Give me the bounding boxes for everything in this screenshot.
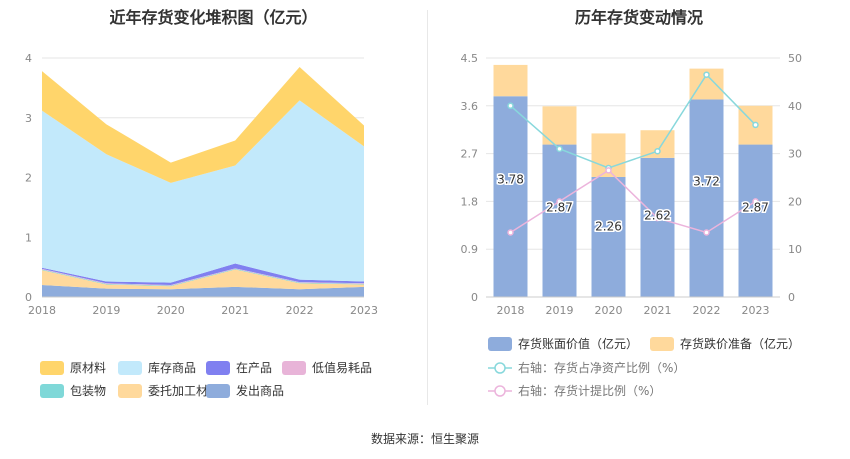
line-point [703,229,710,236]
x-tick-label: 2022 [693,304,721,317]
bar-value-label: 2.26 [595,219,622,233]
line-point [654,147,661,155]
bar-book-value [542,144,577,297]
panel-divider [427,10,428,405]
left-y-tick-label: 0.9 [461,243,479,256]
area-库存商品 [42,100,364,283]
bar-book-value [738,144,773,297]
area-委托加工材料 [42,269,364,290]
x-tick-label: 2019 [546,304,574,317]
legend-label: 存货跌价准备（亿元） [680,336,800,351]
x-tick-label: 2021 [644,304,672,317]
data-source: 数据来源：恒生聚源 [370,432,479,446]
left-chart-title: 近年存货变化堆积图（亿元） [109,8,318,27]
legend-swatch [40,361,64,375]
line-point [556,198,563,205]
left-y-tick-label: 4.5 [461,52,479,65]
legend-label: 低值易耗品 [312,360,372,375]
area-原材料 [42,66,364,183]
x-tick-label: 2018 [28,304,56,317]
legend-swatch [118,384,142,398]
right-y-tick-label: 30 [788,148,802,161]
legend-swatch [282,361,306,375]
legend-label: 库存商品 [148,360,196,375]
bar-book-value [591,176,626,297]
line-point [507,102,514,110]
bar-value-label: 3.78 [497,173,524,187]
x-tick-label: 2020 [157,304,185,317]
x-tick-label: 2020 [595,304,623,317]
legend-swatch [488,337,512,351]
legend-label: 存货账面价值（亿元） [518,336,638,351]
left-y-tick-label: 2.7 [461,148,479,161]
line-provision-ratio [510,169,756,234]
legend-marker [494,385,506,397]
left-y-tick-label: 3.6 [461,100,479,113]
x-tick-label: 2019 [92,304,120,317]
legend-label: 右轴：存货占净资产比例（%） [518,360,685,375]
area-在产品 [42,263,364,286]
y-tick-label: 2 [25,172,32,185]
stacked-area-chart: 0 1 2 3 4 2018 2019 2020 2021 2022 2023 原材料 库存商品 在产品 低… [25,52,378,398]
bar-value-label: 3.72 [693,174,720,188]
y-tick-label: 4 [25,52,32,65]
y-tick-label: 3 [25,112,32,125]
legend-swatch [206,384,230,398]
line-point [703,71,710,78]
y-tick-label: 1 [25,231,32,244]
line-point [556,145,563,153]
line-point [752,121,759,129]
line-point [605,167,612,174]
legend-label: 原材料 [70,361,106,375]
inventory-bar-chart-panel: 历年存货变动情况 0 0.9 1.8 2.7 3.6 4.5 0 10 20 30 40 50 2018… [428,0,850,420]
x-tick-label: 2021 [221,304,249,317]
legend-label: 委托加工材料 [148,384,220,398]
bar-book-value [689,99,724,297]
legend-swatch [40,384,64,398]
x-tick-label: 2018 [497,304,525,317]
line-point [752,198,759,205]
left-y-tick-label: 1.8 [461,195,479,208]
legend-label: 包装物 [70,384,106,398]
bar-book-value [493,96,528,298]
bar-book-value [640,157,675,297]
area-包装物 [42,268,364,287]
right-y-tick-label: 40 [788,100,802,113]
legend-marker [494,362,506,374]
legend-label: 发出商品 [236,383,284,398]
right-y-tick-label: 0 [788,291,795,304]
x-tick-label: 2023 [350,304,378,317]
right-y-tick-label: 20 [788,195,802,208]
line-inventory-to-net-assets [510,73,757,169]
area-发出商品 [42,285,364,297]
legend-label: 右轴：存货计提比例（%） [518,383,661,398]
bar-impairment [493,64,528,97]
y-tick-label: 0 [25,291,32,304]
legend-swatch [650,337,674,351]
area-低值易耗品 [42,268,364,286]
right-y-tick-label: 10 [788,243,802,256]
left-y-tick-label: 0 [471,291,478,304]
x-tick-label: 2023 [742,304,770,317]
legend-swatch [206,361,230,375]
right-y-tick-label: 50 [788,52,802,65]
legend-swatch [118,361,142,375]
bar-value-label: 2.87 [742,201,769,215]
bar-value-label: 2.62 [644,208,671,222]
stacked-area-chart-panel: 近年存货变化堆积图（亿元） 0 1 2 3 4 2018 2019 2020 2021 2022 2… [0,0,427,420]
bar-value-label: 2.87 [546,201,573,215]
x-tick-label: 2022 [286,304,314,317]
right-chart-title: 历年存货变动情况 [574,8,703,27]
inventory-bar-chart: 0 0.9 1.8 2.7 3.6 4.5 0 10 20 30 40 50 2018 2019 2020 2… [461,52,803,398]
line-point [654,214,661,222]
legend-label: 在产品 [236,361,272,375]
line-point [507,229,514,236]
